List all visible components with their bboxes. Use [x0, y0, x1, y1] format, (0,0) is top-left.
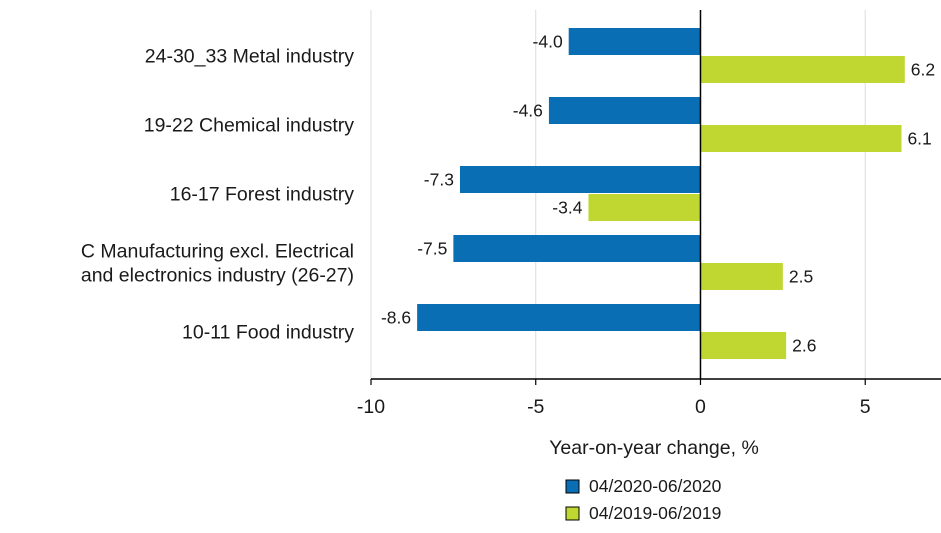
category-label: 16-17 Forest industry [170, 184, 355, 206]
x-tick-label: 5 [860, 396, 871, 418]
bar [700, 56, 905, 83]
legend-label: 04/2020-06/2020 [589, 476, 722, 496]
data-label: -8.6 [381, 308, 411, 328]
data-label: 2.6 [792, 336, 816, 356]
axis-layer: -10 -5 0 5 [357, 10, 941, 418]
bar [700, 125, 902, 152]
x-axis-title: Year-on-year change, % [549, 437, 759, 459]
bar [459, 166, 701, 193]
labels-layer: -4.0 6.2 24-30_33 Metal industry -4.6 6.1 19-… [81, 32, 935, 356]
data-label: 2.5 [789, 267, 813, 287]
legend-swatch [565, 479, 580, 494]
bar [588, 194, 701, 221]
category-label: 19-22 Chemical industry [144, 115, 355, 137]
x-tick-label: -10 [357, 396, 385, 418]
category-label-line: and electronics industry (26-27) [81, 265, 354, 287]
bar [568, 28, 701, 55]
bar [700, 263, 783, 290]
bars-layer [417, 28, 905, 359]
x-tick-label: 0 [695, 396, 706, 418]
category-label: C Manufacturing excl. Electrical and elec… [81, 241, 354, 287]
bar [700, 332, 787, 359]
legend-swatch [565, 506, 580, 521]
category-label: 10-11 Food industry [182, 322, 354, 344]
bar [548, 97, 701, 124]
data-label: -7.3 [424, 170, 454, 190]
legend: 04/2020-06/2020 04/2019-06/2019 [565, 476, 722, 523]
data-label: 6.2 [911, 60, 935, 80]
category-label-line: 19-22 Chemical industry [144, 115, 355, 137]
legend-label: 04/2019-06/2019 [589, 503, 721, 523]
data-label: 6.1 [907, 129, 931, 149]
category-label-line: 16-17 Forest industry [170, 184, 355, 206]
category-label-line: 10-11 Food industry [182, 322, 354, 344]
category-label-line: 24-30_33 Metal industry [145, 46, 354, 68]
category-label-line: C Manufacturing excl. Electrical [81, 241, 354, 263]
data-label: -4.6 [513, 101, 543, 121]
data-label: -4.0 [533, 32, 563, 52]
x-tick-label: -5 [527, 396, 544, 418]
bar [417, 304, 701, 331]
data-label: -3.4 [552, 198, 582, 218]
data-label: -7.5 [417, 239, 447, 259]
category-label: 24-30_33 Metal industry [145, 46, 354, 68]
bar [453, 235, 701, 262]
